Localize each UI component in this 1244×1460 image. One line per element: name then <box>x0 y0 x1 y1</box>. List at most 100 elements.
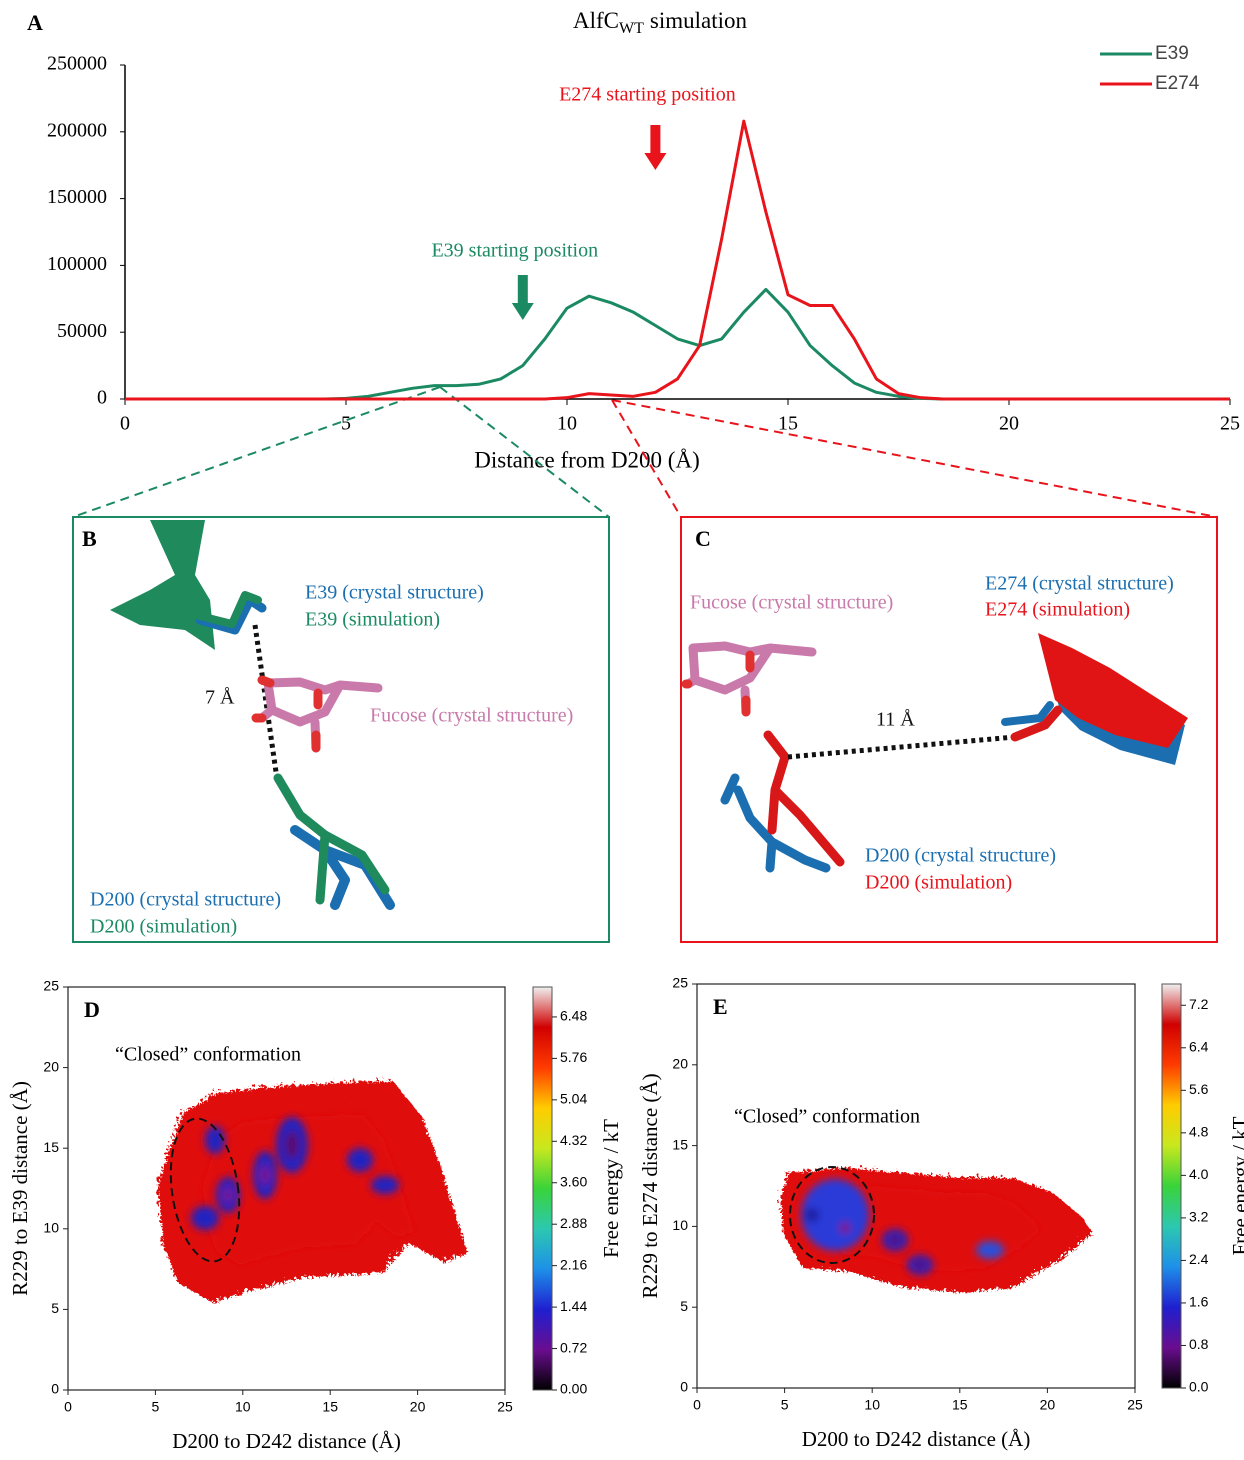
title-main: AlfC <box>573 8 619 33</box>
y-tick-label: 10 <box>43 1220 59 1236</box>
y-tick-label: 20 <box>672 1056 688 1072</box>
y-axis-label: R229 to E274 distance (Å) <box>638 1073 662 1298</box>
colorbar-tick-label: 5.04 <box>560 1091 587 1107</box>
panel-label: B <box>82 526 97 551</box>
colorbar-tick-label: 2.88 <box>560 1215 587 1231</box>
callout-line <box>612 400 1217 517</box>
y-tick-label: 10 <box>672 1217 688 1233</box>
x-tick-label: 10 <box>864 1397 880 1413</box>
colorbar-tick-label: 1.44 <box>560 1298 587 1314</box>
y-tick-label: 100000 <box>47 253 107 275</box>
x-tick-label: 10 <box>235 1399 251 1415</box>
x-axis-label: D200 to D242 distance (Å) <box>802 1427 1031 1451</box>
y-tick-label: 0 <box>680 1379 688 1395</box>
label-crystal: D200 (crystal structure) <box>90 889 281 911</box>
x-tick-label: 5 <box>781 1397 789 1413</box>
title-rest: simulation <box>650 8 748 33</box>
colorbar <box>1162 984 1181 1388</box>
label-crystal: E274 (crystal structure) <box>985 573 1174 595</box>
x-tick-label: 0 <box>64 1399 72 1415</box>
x-tick-label: 5 <box>152 1399 160 1415</box>
colorbar-label: Free energy / kT <box>1228 1116 1244 1255</box>
heatmap-d <box>155 1078 465 1300</box>
x-tick-label: 10 <box>557 413 577 435</box>
label-fucose: Fucose (crystal structure) <box>690 592 893 614</box>
colorbar-tick-label: 7.2 <box>1189 996 1209 1012</box>
distance-label: 11 Å <box>876 709 915 731</box>
colorbar <box>533 987 552 1390</box>
colorbar-tick-label: 5.6 <box>1189 1081 1209 1097</box>
label-simulation: D200 (simulation) <box>865 872 1012 894</box>
colorbar-tick-label: 0.72 <box>560 1339 587 1355</box>
x-tick-label: 0 <box>120 413 130 435</box>
label-crystal: D200 (crystal structure) <box>865 845 1056 867</box>
y-tick-label: 250000 <box>47 53 107 75</box>
panel-b: B E39 (crystal structure) E39 (simulatio… <box>73 517 609 942</box>
y-tick-label: 5 <box>51 1300 59 1316</box>
panel-c: C Fucose (crystal structure) E274 (cryst… <box>681 517 1217 942</box>
y-tick-label: 150000 <box>47 186 107 208</box>
annotation: E39 starting position <box>431 240 598 262</box>
annotation-arrow <box>644 125 666 170</box>
colorbar-tick-label: 2.4 <box>1189 1251 1209 1267</box>
y-tick-label: 15 <box>43 1139 59 1155</box>
series-line <box>125 289 1230 399</box>
colorbar-tick-label: 4.8 <box>1189 1124 1209 1140</box>
figure: A AlfCWTsimulation Distance from D200 (Å… <box>0 0 1244 1455</box>
colorbar-tick-label: 0.0 <box>1189 1379 1209 1395</box>
x-tick-label: 5 <box>341 413 351 435</box>
x-tick-label: 15 <box>952 1397 968 1413</box>
x-tick-label: 15 <box>322 1399 338 1415</box>
colorbar-tick-label: 2.16 <box>560 1256 587 1272</box>
x-tick-label: 25 <box>1220 413 1240 435</box>
label-simulation: E39 (simulation) <box>305 609 440 631</box>
annotation: E274 starting position <box>559 84 736 106</box>
legend-label: E39 <box>1155 43 1189 64</box>
label-crystal: E39 (crystal structure) <box>305 582 484 604</box>
annotation: “Closed” conformation <box>115 1044 301 1066</box>
colorbar-tick-label: 4.32 <box>560 1132 587 1148</box>
y-tick-label: 200000 <box>47 119 107 141</box>
y-tick-label: 25 <box>43 978 59 994</box>
x-axis-label: D200 to D242 distance (Å) <box>172 1429 401 1453</box>
x-tick-label: 0 <box>693 1397 701 1413</box>
colorbar-tick-label: 5.76 <box>560 1049 587 1065</box>
heatmap-e <box>778 1165 1090 1290</box>
x-tick-label: 20 <box>1040 1397 1056 1413</box>
x-tick-label: 25 <box>497 1399 513 1415</box>
colorbar-tick-label: 4.0 <box>1189 1166 1209 1182</box>
annotation: “Closed” conformation <box>734 1106 920 1128</box>
x-tick-label: 20 <box>410 1399 426 1415</box>
y-tick-label: 0 <box>97 387 107 409</box>
colorbar-tick-label: 6.4 <box>1189 1038 1209 1054</box>
x-axis-label: Distance from D200 (Å) <box>474 447 699 472</box>
colorbar-tick-label: 6.48 <box>560 1008 587 1024</box>
y-axis-label: R229 to E39 distance (Å) <box>8 1081 32 1296</box>
distance-label: 7 Å <box>205 687 235 709</box>
colorbar-label: Free energy / kT <box>599 1119 623 1258</box>
colorbar-tick-label: 0.8 <box>1189 1336 1209 1352</box>
y-tick-label: 25 <box>672 975 688 991</box>
colorbar-tick-label: 0.00 <box>560 1381 587 1397</box>
y-tick-label: 0 <box>51 1381 59 1397</box>
title-subscript: WT <box>619 20 644 37</box>
label-fucose: Fucose (crystal structure) <box>370 705 573 727</box>
chart-title: AlfCWT simulation <box>573 8 747 36</box>
y-tick-label: 50000 <box>57 320 107 342</box>
legend-label: E274 <box>1155 73 1200 94</box>
y-tick-label: 20 <box>43 1058 59 1074</box>
colorbar-tick-label: 3.60 <box>560 1173 587 1189</box>
panel-label: E <box>713 994 728 1019</box>
annotation-arrow <box>512 275 534 320</box>
y-tick-label: 5 <box>680 1298 688 1314</box>
colorbar-tick-label: 3.2 <box>1189 1209 1209 1225</box>
panel-label: D <box>84 997 100 1022</box>
label-simulation: D200 (simulation) <box>90 916 237 938</box>
x-tick-label: 20 <box>999 413 1019 435</box>
x-tick-label: 15 <box>778 413 798 435</box>
panel-label: C <box>695 526 711 551</box>
y-tick-label: 15 <box>672 1136 688 1152</box>
callout-line <box>73 387 440 517</box>
x-tick-label: 25 <box>1127 1397 1143 1413</box>
series-line <box>125 121 1230 399</box>
